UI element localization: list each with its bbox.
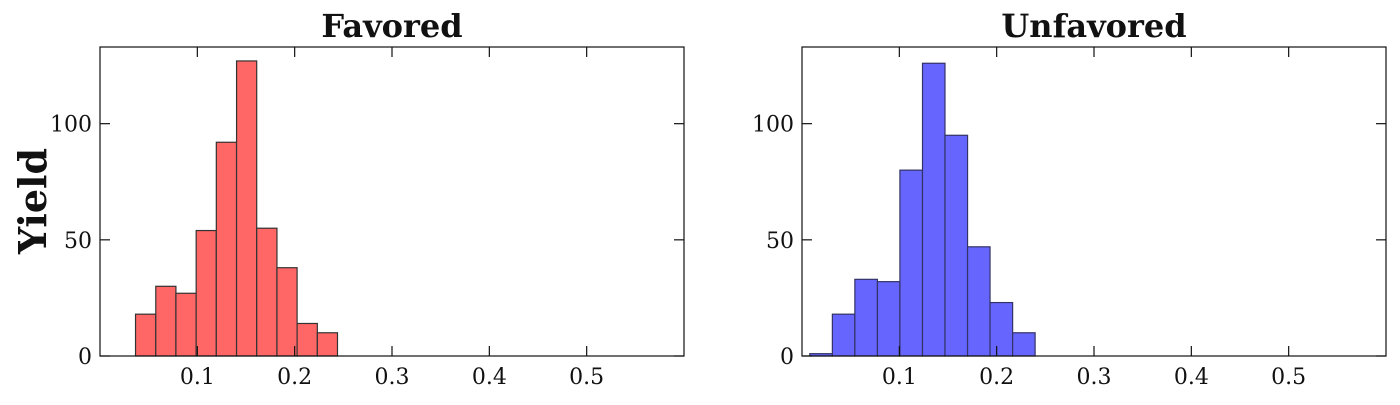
histogram-bar [175,292,197,357]
y-tick-label: 50 [64,229,92,254]
x-tick-label: 0.3 [375,365,410,390]
histogram-bar [966,246,991,357]
histogram-bar [155,285,177,357]
histogram-bar [256,227,278,357]
histogram-bar [134,313,157,357]
histogram-bar [276,267,298,357]
chart-title: Favored [321,7,462,45]
histogram-bar [854,278,879,357]
histogram-bar [831,313,856,357]
x-tick-label: 0.2 [277,365,312,390]
histogram-bar [215,141,238,357]
y-tick-label: 50 [766,229,794,254]
histogram-bar [316,332,339,357]
x-tick-label: 0.5 [1271,365,1306,390]
x-tick-label: 0.3 [1077,365,1112,390]
y-axis-label: Yield [10,148,55,255]
y-tick-label: 0 [78,345,92,370]
x-tick-label: 0.1 [882,365,917,390]
chart-title: Unfavored [1001,7,1186,45]
x-tick-label: 0.2 [979,365,1014,390]
panel-favored: Favored 0.1 0.2 0.3 0.4 0.5 0 50 100 [50,7,685,390]
x-tick-label: 0.4 [472,365,507,390]
histogram-bar [921,62,946,357]
histogram-bar [944,134,969,357]
histogram-bar [989,301,1014,357]
x-tick-label: 0.4 [1174,365,1209,390]
histogram-bar [235,60,258,357]
y-tick-label: 100 [752,113,794,138]
histogram-bar [1012,332,1036,357]
y-tick-label: 0 [780,345,794,370]
histogram-bar [296,322,318,357]
y-tick-label: 100 [50,113,92,138]
histogram-bar [195,229,217,357]
histogram-bar [899,169,924,357]
x-tick-label: 0.5 [569,365,604,390]
x-tick-label: 0.1 [180,365,215,390]
histogram-bar [876,281,901,357]
panel-unfavored: Unfavored 0.1 0.2 0.3 0.4 0.5 0 50 100 [752,7,1387,390]
